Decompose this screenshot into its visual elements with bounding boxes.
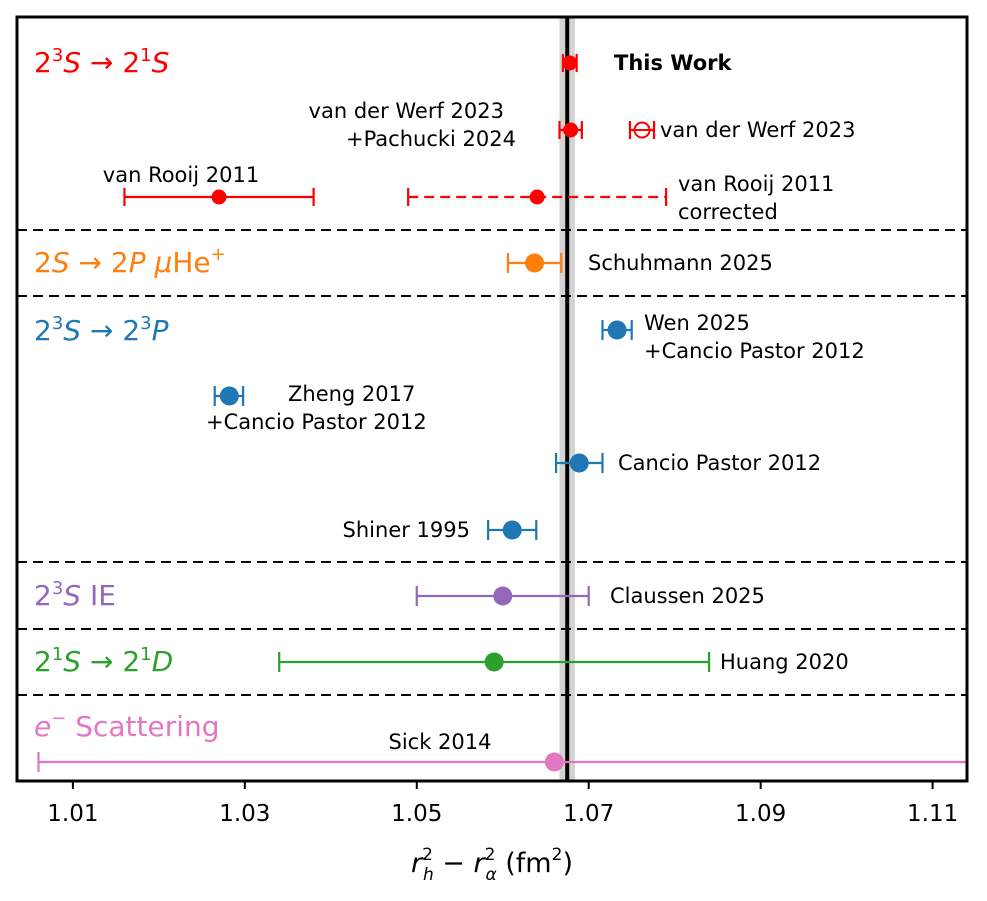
series-label-line: +Cancio Pastor 2012: [644, 339, 865, 363]
x-tick-label: 1.05: [391, 801, 442, 827]
data-point: [563, 122, 579, 138]
series-label: van Rooij 2011 corrected: [678, 172, 834, 224]
series-label-line: Zheng 2017: [288, 382, 415, 406]
series-label-line: van der Werf 2023: [660, 118, 855, 142]
series-6: Schuhmann 2025: [506, 251, 773, 275]
series-label-line: Schuhmann 2025: [588, 251, 773, 275]
data-point: [219, 386, 239, 406]
series-label: Cancio Pastor 2012: [618, 451, 821, 475]
series-label-line: van Rooij 2011: [678, 172, 834, 196]
series-label-line: corrected: [678, 200, 778, 224]
series-label-line: Wen 2025: [644, 311, 750, 335]
series-label-line: This Work: [614, 51, 732, 75]
series-label: Sick 2014: [389, 730, 492, 754]
series-label: van der Werf 2023: [660, 118, 855, 142]
series-label: van Rooij 2011: [103, 163, 259, 187]
series-label-line: van Rooij 2011: [103, 163, 259, 187]
series-10: Shiner 1995: [343, 518, 538, 542]
series-label-line: Sick 2014: [389, 730, 492, 754]
series-label: Huang 2020: [720, 650, 849, 674]
plot-frame: [15, 15, 969, 783]
series-9: Cancio Pastor 2012: [554, 451, 821, 475]
series-3: van der Werf 2023: [628, 118, 855, 142]
series-label-line: +Cancio Pastor 2012: [206, 410, 427, 434]
series-4: van Rooij 2011: [103, 163, 315, 206]
group-label-4: 23S IE: [34, 578, 116, 612]
series-12: Huang 2020: [278, 650, 849, 674]
series-13: Sick 2014: [37, 730, 967, 772]
x-axis-label: r2 h − r2 α (fm2): [411, 845, 573, 885]
series-label: Shiner 1995: [343, 518, 470, 542]
series-label-line: Shiner 1995: [343, 518, 470, 542]
series-label-line: +Pachucki 2024: [346, 127, 516, 151]
x-tick-label: 1.03: [219, 801, 270, 827]
series-label-line: Cancio Pastor 2012: [618, 451, 821, 475]
series-11: Claussen 2025: [415, 584, 765, 608]
series-label: van der Werf 2023 +Pachucki 2024: [309, 99, 516, 151]
x-tick-label: 1.11: [907, 801, 958, 827]
series-label: Zheng 2017 +Cancio Pastor 2012: [206, 382, 427, 434]
series-2: van der Werf 2023 +Pachucki 2024: [309, 99, 583, 151]
series-label-line: van der Werf 2023: [309, 99, 504, 123]
data-point: [525, 253, 545, 273]
series-7: Wen 2025 +Cancio Pastor 2012: [601, 311, 865, 363]
data-point: [529, 189, 545, 205]
group-label-2: 2S → 2P μHe+: [34, 244, 226, 279]
data-marks: This Work van der Werf 2023 +Pachucki 2024…: [37, 51, 967, 772]
series-1: This Work: [561, 51, 732, 75]
x-tick-label: 1.01: [47, 801, 98, 827]
data-point: [607, 320, 627, 340]
data-point: [544, 752, 564, 772]
group-separators: [17, 229, 967, 696]
series-8: Zheng 2017 +Cancio Pastor 2012: [206, 382, 427, 434]
series-label-line: Claussen 2025: [610, 584, 765, 608]
data-point: [211, 189, 227, 205]
data-point: [484, 652, 504, 672]
series-label: This Work: [614, 51, 732, 75]
x-tick-label: 1.09: [735, 801, 786, 827]
series-5: van Rooij 2011 corrected: [407, 172, 834, 224]
series-label: Schuhmann 2025: [588, 251, 773, 275]
data-point: [502, 520, 522, 540]
x-axis-ticks: 1.01 1.03 1.05 1.07 1.09 1.11: [47, 781, 958, 827]
data-point: [569, 453, 589, 473]
data-point: [493, 586, 513, 606]
series-label: Wen 2025 +Cancio Pastor 2012: [644, 311, 865, 363]
data-point: [562, 55, 578, 71]
x-tick-label: 1.07: [563, 801, 614, 827]
group-label-6: e− Scattering: [34, 708, 220, 743]
series-label-line: Huang 2020: [720, 650, 849, 674]
series-label: Claussen 2025: [610, 584, 765, 608]
